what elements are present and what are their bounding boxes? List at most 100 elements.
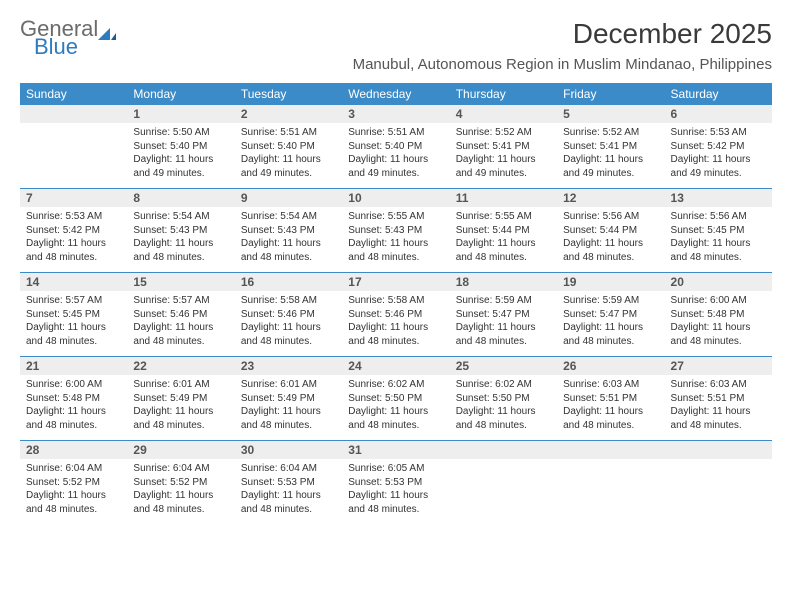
day-number: 25 <box>450 357 557 375</box>
daylight-text: Daylight: 11 hours and 48 minutes. <box>348 405 443 432</box>
day-data-cell: Sunrise: 5:57 AMSunset: 5:45 PMDaylight:… <box>20 291 127 357</box>
day-header: Tuesday <box>235 83 342 105</box>
sunset-text: Sunset: 5:43 PM <box>133 224 228 238</box>
daylight-text: Daylight: 11 hours and 48 minutes. <box>133 489 228 516</box>
daylight-text: Daylight: 11 hours and 48 minutes. <box>671 405 766 432</box>
daylight-text: Daylight: 11 hours and 49 minutes. <box>348 153 443 180</box>
daylight-text: Daylight: 11 hours and 48 minutes. <box>133 321 228 348</box>
day-number: 2 <box>235 105 342 123</box>
sunrise-text: Sunrise: 5:51 AM <box>348 126 443 140</box>
day-data-cell: Sunrise: 5:51 AMSunset: 5:40 PMDaylight:… <box>342 123 449 189</box>
day-number: 11 <box>450 189 557 207</box>
sunrise-text: Sunrise: 5:53 AM <box>671 126 766 140</box>
day-number-cell: 17 <box>342 273 449 292</box>
day-number-cell: 31 <box>342 441 449 460</box>
day-number-cell: 16 <box>235 273 342 292</box>
day-data-cell: Sunrise: 6:04 AMSunset: 5:52 PMDaylight:… <box>20 459 127 524</box>
sunset-text: Sunset: 5:42 PM <box>671 140 766 154</box>
day-number-cell: 5 <box>557 105 664 123</box>
daylight-text: Daylight: 11 hours and 48 minutes. <box>241 237 336 264</box>
sunrise-text: Sunrise: 5:58 AM <box>241 294 336 308</box>
daylight-text: Daylight: 11 hours and 48 minutes. <box>563 405 658 432</box>
sunset-text: Sunset: 5:43 PM <box>241 224 336 238</box>
day-data-cell: Sunrise: 6:05 AMSunset: 5:53 PMDaylight:… <box>342 459 449 524</box>
sunset-text: Sunset: 5:49 PM <box>241 392 336 406</box>
daylight-text: Daylight: 11 hours and 48 minutes. <box>348 321 443 348</box>
sunset-text: Sunset: 5:51 PM <box>563 392 658 406</box>
sunset-text: Sunset: 5:41 PM <box>563 140 658 154</box>
day-number: 7 <box>20 189 127 207</box>
day-data-cell: Sunrise: 5:56 AMSunset: 5:44 PMDaylight:… <box>557 207 664 273</box>
day-data-cell: Sunrise: 5:59 AMSunset: 5:47 PMDaylight:… <box>557 291 664 357</box>
day-data-cell: Sunrise: 6:00 AMSunset: 5:48 PMDaylight:… <box>20 375 127 441</box>
sunrise-text: Sunrise: 5:59 AM <box>456 294 551 308</box>
daylight-text: Daylight: 11 hours and 48 minutes. <box>563 321 658 348</box>
day-data-cell: Sunrise: 5:50 AMSunset: 5:40 PMDaylight:… <box>127 123 234 189</box>
day-number-cell: 4 <box>450 105 557 123</box>
sunrise-text: Sunrise: 6:01 AM <box>241 378 336 392</box>
sunrise-text: Sunrise: 5:51 AM <box>241 126 336 140</box>
calendar-table: SundayMondayTuesdayWednesdayThursdayFrid… <box>20 83 772 524</box>
day-number-cell: 30 <box>235 441 342 460</box>
daylight-text: Daylight: 11 hours and 48 minutes. <box>241 405 336 432</box>
day-data-cell: Sunrise: 5:51 AMSunset: 5:40 PMDaylight:… <box>235 123 342 189</box>
daylight-text: Daylight: 11 hours and 49 minutes. <box>671 153 766 180</box>
day-number: 14 <box>20 273 127 291</box>
day-number-cell <box>20 105 127 123</box>
day-data-cell: Sunrise: 6:01 AMSunset: 5:49 PMDaylight:… <box>235 375 342 441</box>
day-number-cell: 27 <box>665 357 772 376</box>
sunrise-text: Sunrise: 5:53 AM <box>26 210 121 224</box>
sunset-text: Sunset: 5:51 PM <box>671 392 766 406</box>
sunrise-text: Sunrise: 5:57 AM <box>26 294 121 308</box>
day-data-cell: Sunrise: 5:55 AMSunset: 5:43 PMDaylight:… <box>342 207 449 273</box>
day-data-cell: Sunrise: 5:53 AMSunset: 5:42 PMDaylight:… <box>20 207 127 273</box>
day-number-cell: 14 <box>20 273 127 292</box>
day-number-cell: 6 <box>665 105 772 123</box>
header: General Blue December 2025 Manubul, Auto… <box>20 18 772 73</box>
day-number-cell <box>450 441 557 460</box>
daylight-text: Daylight: 11 hours and 48 minutes. <box>26 321 121 348</box>
sunset-text: Sunset: 5:49 PM <box>133 392 228 406</box>
sunset-text: Sunset: 5:47 PM <box>563 308 658 322</box>
daylight-text: Daylight: 11 hours and 48 minutes. <box>133 405 228 432</box>
day-number: 4 <box>450 105 557 123</box>
day-data-cell: Sunrise: 5:58 AMSunset: 5:46 PMDaylight:… <box>235 291 342 357</box>
day-number-cell: 21 <box>20 357 127 376</box>
day-number: 10 <box>342 189 449 207</box>
sunrise-text: Sunrise: 6:01 AM <box>133 378 228 392</box>
sunrise-text: Sunrise: 5:52 AM <box>563 126 658 140</box>
title-block: December 2025 Manubul, Autonomous Region… <box>353 18 772 73</box>
day-number: 3 <box>342 105 449 123</box>
day-header: Monday <box>127 83 234 105</box>
sunrise-text: Sunrise: 5:55 AM <box>348 210 443 224</box>
sunset-text: Sunset: 5:41 PM <box>456 140 551 154</box>
day-number-cell: 25 <box>450 357 557 376</box>
sunset-text: Sunset: 5:46 PM <box>133 308 228 322</box>
brand-text-2: Blue <box>34 36 116 58</box>
sunrise-text: Sunrise: 5:50 AM <box>133 126 228 140</box>
day-number-cell: 18 <box>450 273 557 292</box>
daylight-text: Daylight: 11 hours and 49 minutes. <box>133 153 228 180</box>
day-data-cell <box>20 123 127 189</box>
day-number: 1 <box>127 105 234 123</box>
sunset-text: Sunset: 5:40 PM <box>133 140 228 154</box>
day-number: 9 <box>235 189 342 207</box>
sunrise-text: Sunrise: 5:56 AM <box>671 210 766 224</box>
day-number-cell: 29 <box>127 441 234 460</box>
sunset-text: Sunset: 5:53 PM <box>241 476 336 490</box>
day-data-cell: Sunrise: 6:01 AMSunset: 5:49 PMDaylight:… <box>127 375 234 441</box>
daylight-text: Daylight: 11 hours and 48 minutes. <box>456 237 551 264</box>
day-number-cell: 24 <box>342 357 449 376</box>
day-number-cell: 11 <box>450 189 557 208</box>
day-number: 12 <box>557 189 664 207</box>
sunrise-text: Sunrise: 5:52 AM <box>456 126 551 140</box>
sunrise-text: Sunrise: 6:04 AM <box>26 462 121 476</box>
sunset-text: Sunset: 5:43 PM <box>348 224 443 238</box>
day-data-cell: Sunrise: 5:54 AMSunset: 5:43 PMDaylight:… <box>235 207 342 273</box>
sunset-text: Sunset: 5:53 PM <box>348 476 443 490</box>
daylight-text: Daylight: 11 hours and 48 minutes. <box>241 321 336 348</box>
day-number-cell <box>665 441 772 460</box>
sunset-text: Sunset: 5:46 PM <box>241 308 336 322</box>
daylight-text: Daylight: 11 hours and 48 minutes. <box>26 237 121 264</box>
daylight-text: Daylight: 11 hours and 48 minutes. <box>563 237 658 264</box>
